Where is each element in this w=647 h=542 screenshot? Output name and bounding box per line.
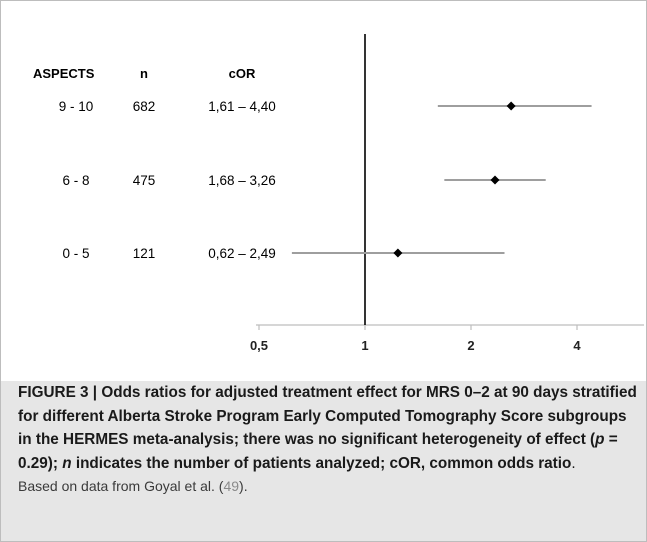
point-estimate-marker	[506, 101, 516, 111]
header-n: n	[140, 66, 148, 81]
row-n-value: 475	[133, 173, 156, 188]
row-cor-ci: 1,61 – 4,40	[208, 99, 276, 114]
x-tick-label: 1	[361, 338, 368, 353]
row-aspects-label: 9 - 10	[59, 99, 94, 114]
caption-text-c: indicates the number of patients analyze…	[71, 454, 572, 472]
caption-separator: |	[88, 384, 102, 401]
source-reference-link[interactable]: 49	[223, 478, 240, 494]
x-tick-label: 2	[467, 338, 474, 353]
row-n-value: 682	[133, 99, 156, 114]
header-cor: cOR	[229, 66, 256, 81]
caption-text-b: = 0.29);	[18, 431, 618, 472]
row-cor-ci: 1,68 – 3,26	[208, 173, 276, 188]
figure-caption: FIGURE 3 | Odds ratios for adjusted trea…	[18, 381, 638, 497]
header-aspects: ASPECTS	[33, 66, 95, 81]
caption-text: FIGURE 3 | Odds ratios for adjusted trea…	[18, 381, 638, 475]
p-symbol: p	[595, 431, 605, 448]
row-aspects-label: 0 - 5	[62, 246, 89, 261]
row-n-value: 121	[133, 246, 156, 261]
point-estimate-marker	[393, 248, 403, 258]
n-symbol: n	[62, 454, 72, 472]
row-aspects-label: 6 - 8	[62, 173, 89, 188]
caption-label: FIGURE 3	[18, 384, 89, 401]
caption-text-d: .	[571, 454, 576, 472]
row-cor-ci: 0,62 – 2,49	[208, 246, 276, 261]
source-text-a: Based on data from Goyal et al. (	[18, 478, 224, 494]
point-estimate-marker	[490, 175, 500, 185]
x-tick-label: 0,5	[250, 338, 268, 353]
caption-text-a: Odds ratios for adjusted treatment effec…	[18, 384, 637, 448]
caption-background	[1, 381, 646, 541]
forest-plot: 0,5 1 2 4 ASPECTS n cOR 9 - 10 682 1,61 – 4,40 6 -…	[33, 34, 644, 353]
caption-source: Based on data from Goyal et al. (49).	[18, 475, 638, 497]
source-text-b: ).	[239, 478, 248, 494]
x-tick-label: 4	[573, 338, 581, 353]
